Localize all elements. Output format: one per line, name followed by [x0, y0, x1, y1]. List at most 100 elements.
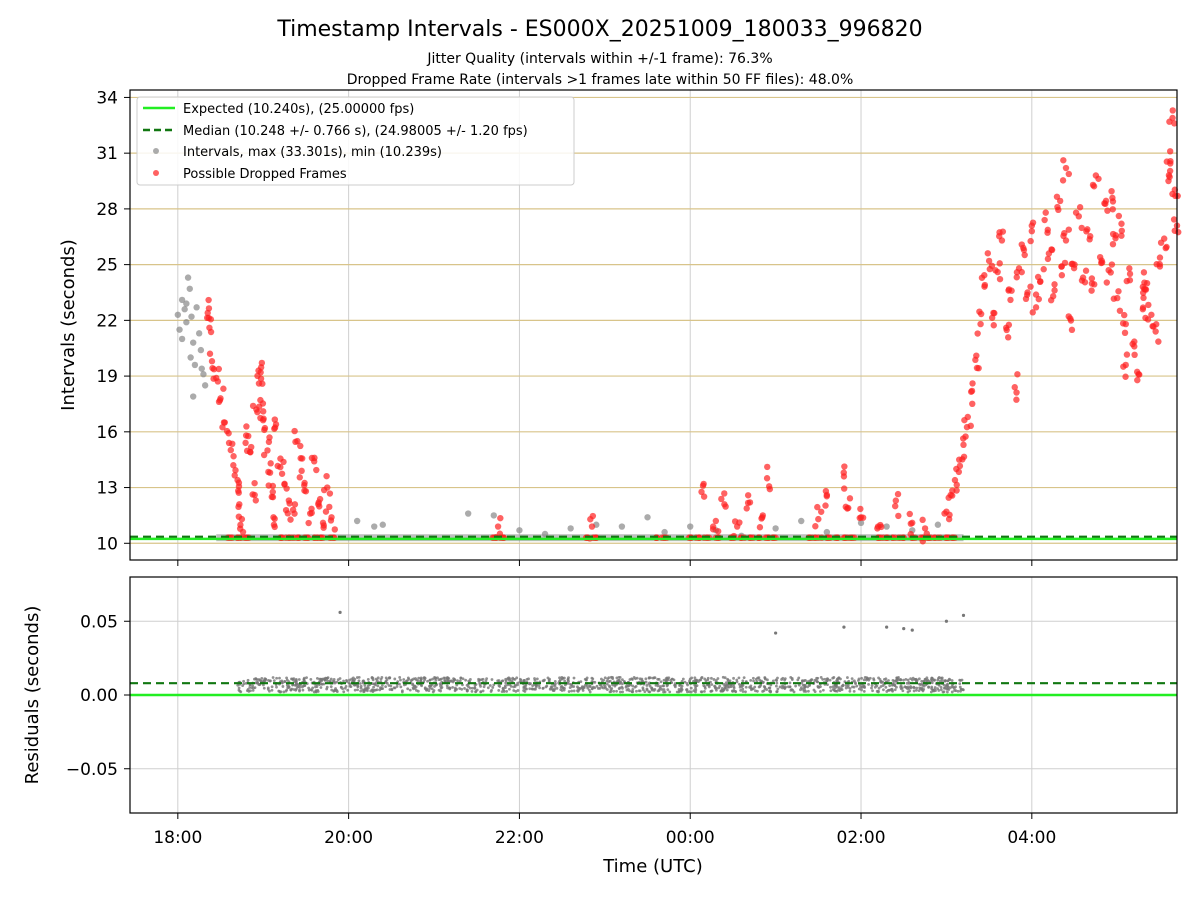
dropped-frame-point — [230, 453, 237, 460]
x-tick-label: 22:00 — [495, 828, 544, 848]
residual-point — [680, 679, 684, 683]
residual-point — [405, 679, 408, 683]
bottom-y-tick-label: −0.05 — [66, 760, 118, 780]
dropped-frame-point — [214, 378, 222, 385]
dropped-frame-point — [823, 493, 830, 500]
dropped-frame-point — [323, 472, 330, 480]
residual-point — [251, 688, 255, 692]
residual-point — [683, 680, 687, 684]
residual-point — [626, 684, 630, 688]
residual-point — [726, 677, 729, 681]
dropped-frame-point — [1140, 269, 1148, 276]
dropped-frame-point — [1133, 368, 1141, 376]
residual-point — [847, 679, 851, 683]
dropped-frame-point — [297, 442, 304, 450]
residual-point — [647, 682, 651, 686]
residual-point — [359, 689, 363, 693]
dropped-frame-point — [759, 514, 766, 521]
residual-point — [732, 685, 736, 688]
residual-point — [765, 688, 769, 692]
residual-point — [956, 689, 960, 693]
residual-point — [876, 689, 880, 693]
residual-point — [420, 684, 423, 688]
residual-point — [621, 686, 624, 690]
dropped-frame-point — [895, 512, 902, 520]
residual-point — [356, 688, 359, 692]
residual-point — [371, 678, 375, 682]
dropped-frame-point — [765, 483, 773, 490]
residual-point — [774, 684, 778, 688]
dropped-frame-point — [1152, 328, 1159, 335]
dropped-frame-point — [1028, 222, 1036, 229]
dropped-frame-point — [1108, 187, 1115, 195]
residual-point — [680, 688, 683, 691]
residual-point — [372, 685, 376, 689]
dropped-frame-point — [296, 474, 303, 481]
residual-point — [528, 682, 532, 686]
dropped-frame-point — [260, 408, 267, 415]
dropped-frame-point — [988, 314, 996, 321]
residual-point — [635, 676, 639, 680]
dropped-frame-point — [220, 419, 228, 426]
residual-point — [615, 689, 618, 693]
residual-point — [600, 685, 604, 689]
residual-point — [943, 679, 947, 682]
residual-point — [307, 686, 311, 690]
residual-point — [342, 679, 345, 683]
dropped-frame-point — [960, 441, 967, 449]
dropped-frame-point — [320, 522, 327, 529]
dropped-frame-point — [960, 453, 968, 460]
residual-point — [331, 679, 335, 683]
residual-point — [314, 685, 317, 689]
residual-point — [560, 689, 564, 692]
dropped-frame-point — [969, 400, 976, 408]
dropped-frame-point — [1166, 167, 1174, 175]
residual-point — [901, 689, 905, 693]
residual-point — [380, 687, 383, 691]
residual-point — [415, 689, 418, 692]
bottom-panel-y-ticks: 0.05 0.00 −0.05 — [66, 612, 130, 780]
dropped-frame-point — [277, 455, 284, 462]
residual-point — [733, 689, 737, 693]
residual-point — [611, 683, 615, 687]
dropped-frame-point — [496, 530, 504, 537]
residual-point — [829, 685, 832, 689]
residual-point — [281, 685, 285, 688]
dropped-frame-point — [1088, 287, 1095, 294]
top-y-tick-label: 19 — [96, 367, 118, 387]
residual-point — [803, 686, 807, 689]
residual-point — [491, 686, 495, 689]
residual-point — [675, 690, 679, 694]
residual-point — [437, 678, 441, 682]
residual-point — [535, 677, 539, 681]
residual-point — [398, 676, 402, 679]
interval-point — [178, 296, 186, 304]
residual-point — [484, 679, 488, 683]
residual-point — [516, 681, 520, 685]
residual-point — [563, 686, 566, 690]
residual-point — [783, 678, 787, 682]
dropped-frame-point — [1059, 177, 1067, 184]
dropped-frame-point — [894, 490, 902, 498]
dropped-frame-point — [996, 260, 1003, 267]
dropped-frame-point — [1126, 270, 1134, 278]
residual-point — [253, 686, 257, 690]
residual-point — [417, 676, 421, 680]
top-panel-y-ticks: 10 13 16 19 22 25 28 31 34 — [96, 88, 130, 554]
interval-point — [183, 319, 190, 326]
dropped-frame-point — [257, 364, 265, 371]
residual-point — [528, 687, 532, 691]
dropped-frame-point — [1078, 277, 1086, 284]
dropped-frame-point — [1121, 311, 1128, 319]
residual-point — [423, 678, 426, 682]
dropped-frame-point — [814, 503, 821, 511]
residual-point — [748, 685, 751, 689]
residual-point — [326, 679, 329, 683]
residual-point — [294, 680, 298, 684]
residual-point — [271, 676, 275, 679]
dropped-frame-point — [1044, 255, 1052, 263]
dropped-frame-point — [1150, 323, 1157, 330]
residual-point — [912, 686, 916, 690]
residual-point — [525, 687, 528, 691]
legend-dropped-label: Possible Dropped Frames — [183, 167, 347, 182]
